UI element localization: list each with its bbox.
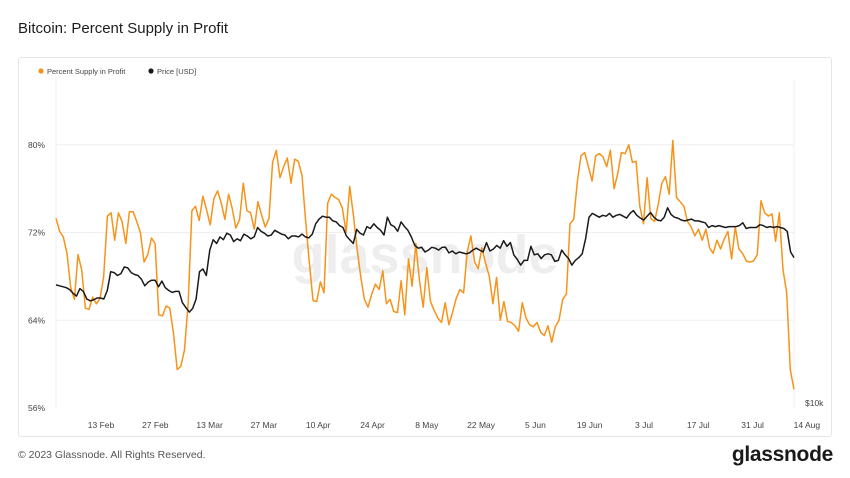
x-tick-label: 13 Mar [196, 420, 223, 430]
percent-supply-chart: Percent Supply in Profit Price [USD] gla… [28, 67, 824, 430]
page-title: Bitcoin: Percent Supply in Profit [18, 20, 229, 37]
x-tick-label: 24 Apr [360, 420, 385, 430]
x-tick-label: 13 Feb [88, 420, 115, 430]
x-tick-label: 31 Jul [741, 420, 764, 430]
chart-grid [55, 79, 795, 408]
profit-series-line [55, 139, 795, 390]
legend-profit-label[interactable]: Percent Supply in Profit [47, 67, 126, 76]
x-axis: 13 Feb 27 Feb 13 Mar 27 Mar 10 Apr 24 Apr 8 Ma… [88, 420, 821, 430]
legend-price-swatch [148, 68, 154, 74]
y-tick-label: 72% [28, 228, 45, 238]
glassnode-logo[interactable]: glassnode [731, 443, 833, 466]
x-tick-label: 14 Aug [794, 420, 821, 430]
legend-profit-swatch [38, 68, 44, 74]
x-tick-label: 8 May [415, 420, 439, 430]
price-series-line [55, 207, 795, 313]
y-right-tick-label: $10k [805, 398, 824, 408]
x-tick-label: 17 Jul [687, 420, 710, 430]
x-tick-label: 22 May [467, 420, 496, 430]
x-tick-label: 5 Jun [525, 420, 546, 430]
y-tick-label: 64% [28, 315, 45, 325]
chart-watermark: glassnode [291, 225, 558, 285]
x-tick-label: 27 Mar [251, 420, 278, 430]
y-axis-left: 56% 64% 72% 80% $10k [28, 140, 824, 413]
chart-panel: Percent Supply in Profit Price [USD] gla… [18, 57, 832, 437]
x-tick-label: 3 Jul [635, 420, 653, 430]
y-tick-label: 56% [28, 403, 45, 413]
x-tick-label: 10 Apr [306, 420, 331, 430]
legend-price-label[interactable]: Price [USD] [157, 67, 196, 76]
footer-copyright: © 2023 Glassnode. All Rights Reserved. [18, 449, 206, 461]
y-tick-label: 80% [28, 140, 45, 150]
x-tick-label: 19 Jun [577, 420, 603, 430]
x-tick-label: 27 Feb [142, 420, 169, 430]
chart-legend: Percent Supply in Profit Price [USD] [38, 67, 196, 76]
chart-series [55, 139, 795, 390]
